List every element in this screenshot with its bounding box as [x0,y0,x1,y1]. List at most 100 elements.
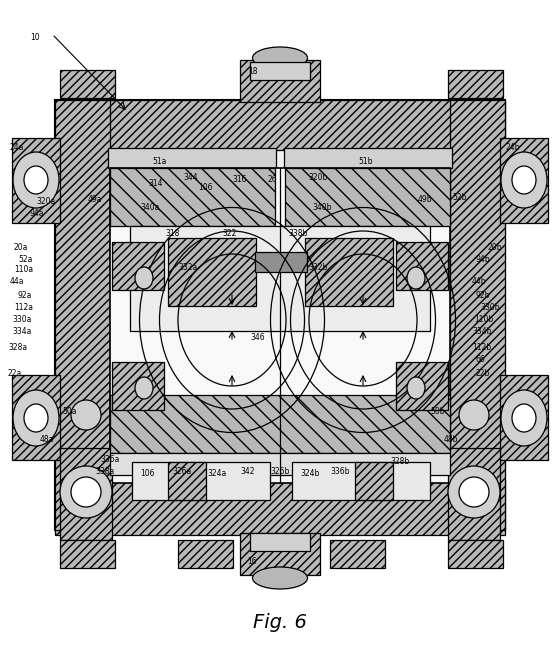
Bar [305,238,393,306]
Bar [500,375,548,460]
Bar [60,448,112,540]
Text: 44b: 44b [472,277,487,286]
Text: 66: 66 [476,356,486,364]
Text: 92a: 92a [18,292,32,300]
Bar [55,100,505,150]
Ellipse shape [13,390,59,446]
Bar [55,100,505,530]
Bar [396,362,448,410]
Bar [112,242,164,290]
Bar [110,453,450,475]
Bar [12,138,60,223]
Ellipse shape [24,404,48,432]
Bar [132,462,270,500]
Bar [108,148,276,168]
Text: 112b: 112b [472,343,491,351]
Text: 48a: 48a [40,436,54,445]
Text: 344: 344 [183,173,198,182]
Ellipse shape [501,152,547,208]
Text: 50b: 50b [430,407,444,417]
Text: Fig. 6: Fig. 6 [253,613,307,632]
Text: 324b: 324b [300,470,319,479]
Bar [55,100,110,530]
Text: 112a: 112a [14,303,33,311]
Text: 320b: 320b [308,173,328,182]
Ellipse shape [71,400,101,430]
Text: 50a: 50a [62,407,77,417]
Bar [178,540,233,568]
Bar [130,226,430,331]
Text: 10: 10 [30,33,40,43]
Ellipse shape [135,267,153,289]
Bar [250,62,310,80]
Text: 18: 18 [248,67,258,77]
Ellipse shape [459,477,489,507]
Bar [250,533,310,551]
Ellipse shape [512,166,536,194]
Text: 24b: 24b [505,143,519,152]
Ellipse shape [60,466,112,518]
Text: 336a: 336a [100,455,120,464]
Text: 326a: 326a [172,468,191,477]
Bar [168,238,256,306]
Text: 320a: 320a [36,198,55,207]
Text: 110a: 110a [14,266,33,275]
Text: 322: 322 [222,230,236,239]
Bar [110,168,275,226]
Text: 342: 342 [240,468,254,477]
Text: 22a: 22a [8,370,22,379]
Text: 49a: 49a [88,196,102,205]
Bar [448,448,500,540]
Text: 336b: 336b [330,468,349,477]
Text: 106: 106 [198,182,212,192]
Bar [355,462,393,500]
Text: 330a: 330a [12,315,31,324]
Text: 340a: 340a [140,203,159,211]
Bar [12,375,60,460]
Text: 338a: 338a [95,468,114,477]
Bar [285,168,450,226]
Text: 20a: 20a [14,243,29,252]
Text: 334a: 334a [12,328,31,337]
Bar [110,168,450,483]
Bar [284,148,452,168]
Text: 318: 318 [165,230,179,239]
Text: 16: 16 [247,557,257,566]
Text: 340b: 340b [312,203,331,211]
Text: 110b: 110b [474,315,493,324]
Bar [55,480,505,535]
Bar [60,540,115,568]
Ellipse shape [253,47,307,69]
Text: 51a: 51a [152,158,167,167]
Text: 316: 316 [232,175,247,184]
Bar [292,462,430,500]
Text: 51b: 51b [358,158,372,167]
Bar [330,540,385,568]
Text: 48b: 48b [444,436,458,445]
Text: 328b: 328b [390,458,409,466]
Text: 22b: 22b [476,370,490,379]
Bar [110,395,450,453]
Bar [448,540,503,568]
Bar [168,462,206,500]
Text: 92b: 92b [476,292,490,300]
Text: 52a: 52a [18,256,32,264]
Ellipse shape [135,377,153,399]
Bar [450,100,505,530]
Text: 49b: 49b [418,196,433,205]
Bar [255,252,307,272]
Text: 326b: 326b [270,468,290,477]
Bar [240,533,320,575]
Bar [448,70,503,98]
Bar [240,60,320,102]
Bar [112,362,164,410]
Ellipse shape [407,267,425,289]
Text: 94a: 94a [30,209,45,218]
Ellipse shape [253,567,307,589]
Text: 106: 106 [140,470,154,479]
Text: 44a: 44a [10,277,25,286]
Ellipse shape [501,390,547,446]
Bar [396,242,448,290]
Text: 330b: 330b [480,303,500,311]
Text: 94b: 94b [475,256,490,264]
